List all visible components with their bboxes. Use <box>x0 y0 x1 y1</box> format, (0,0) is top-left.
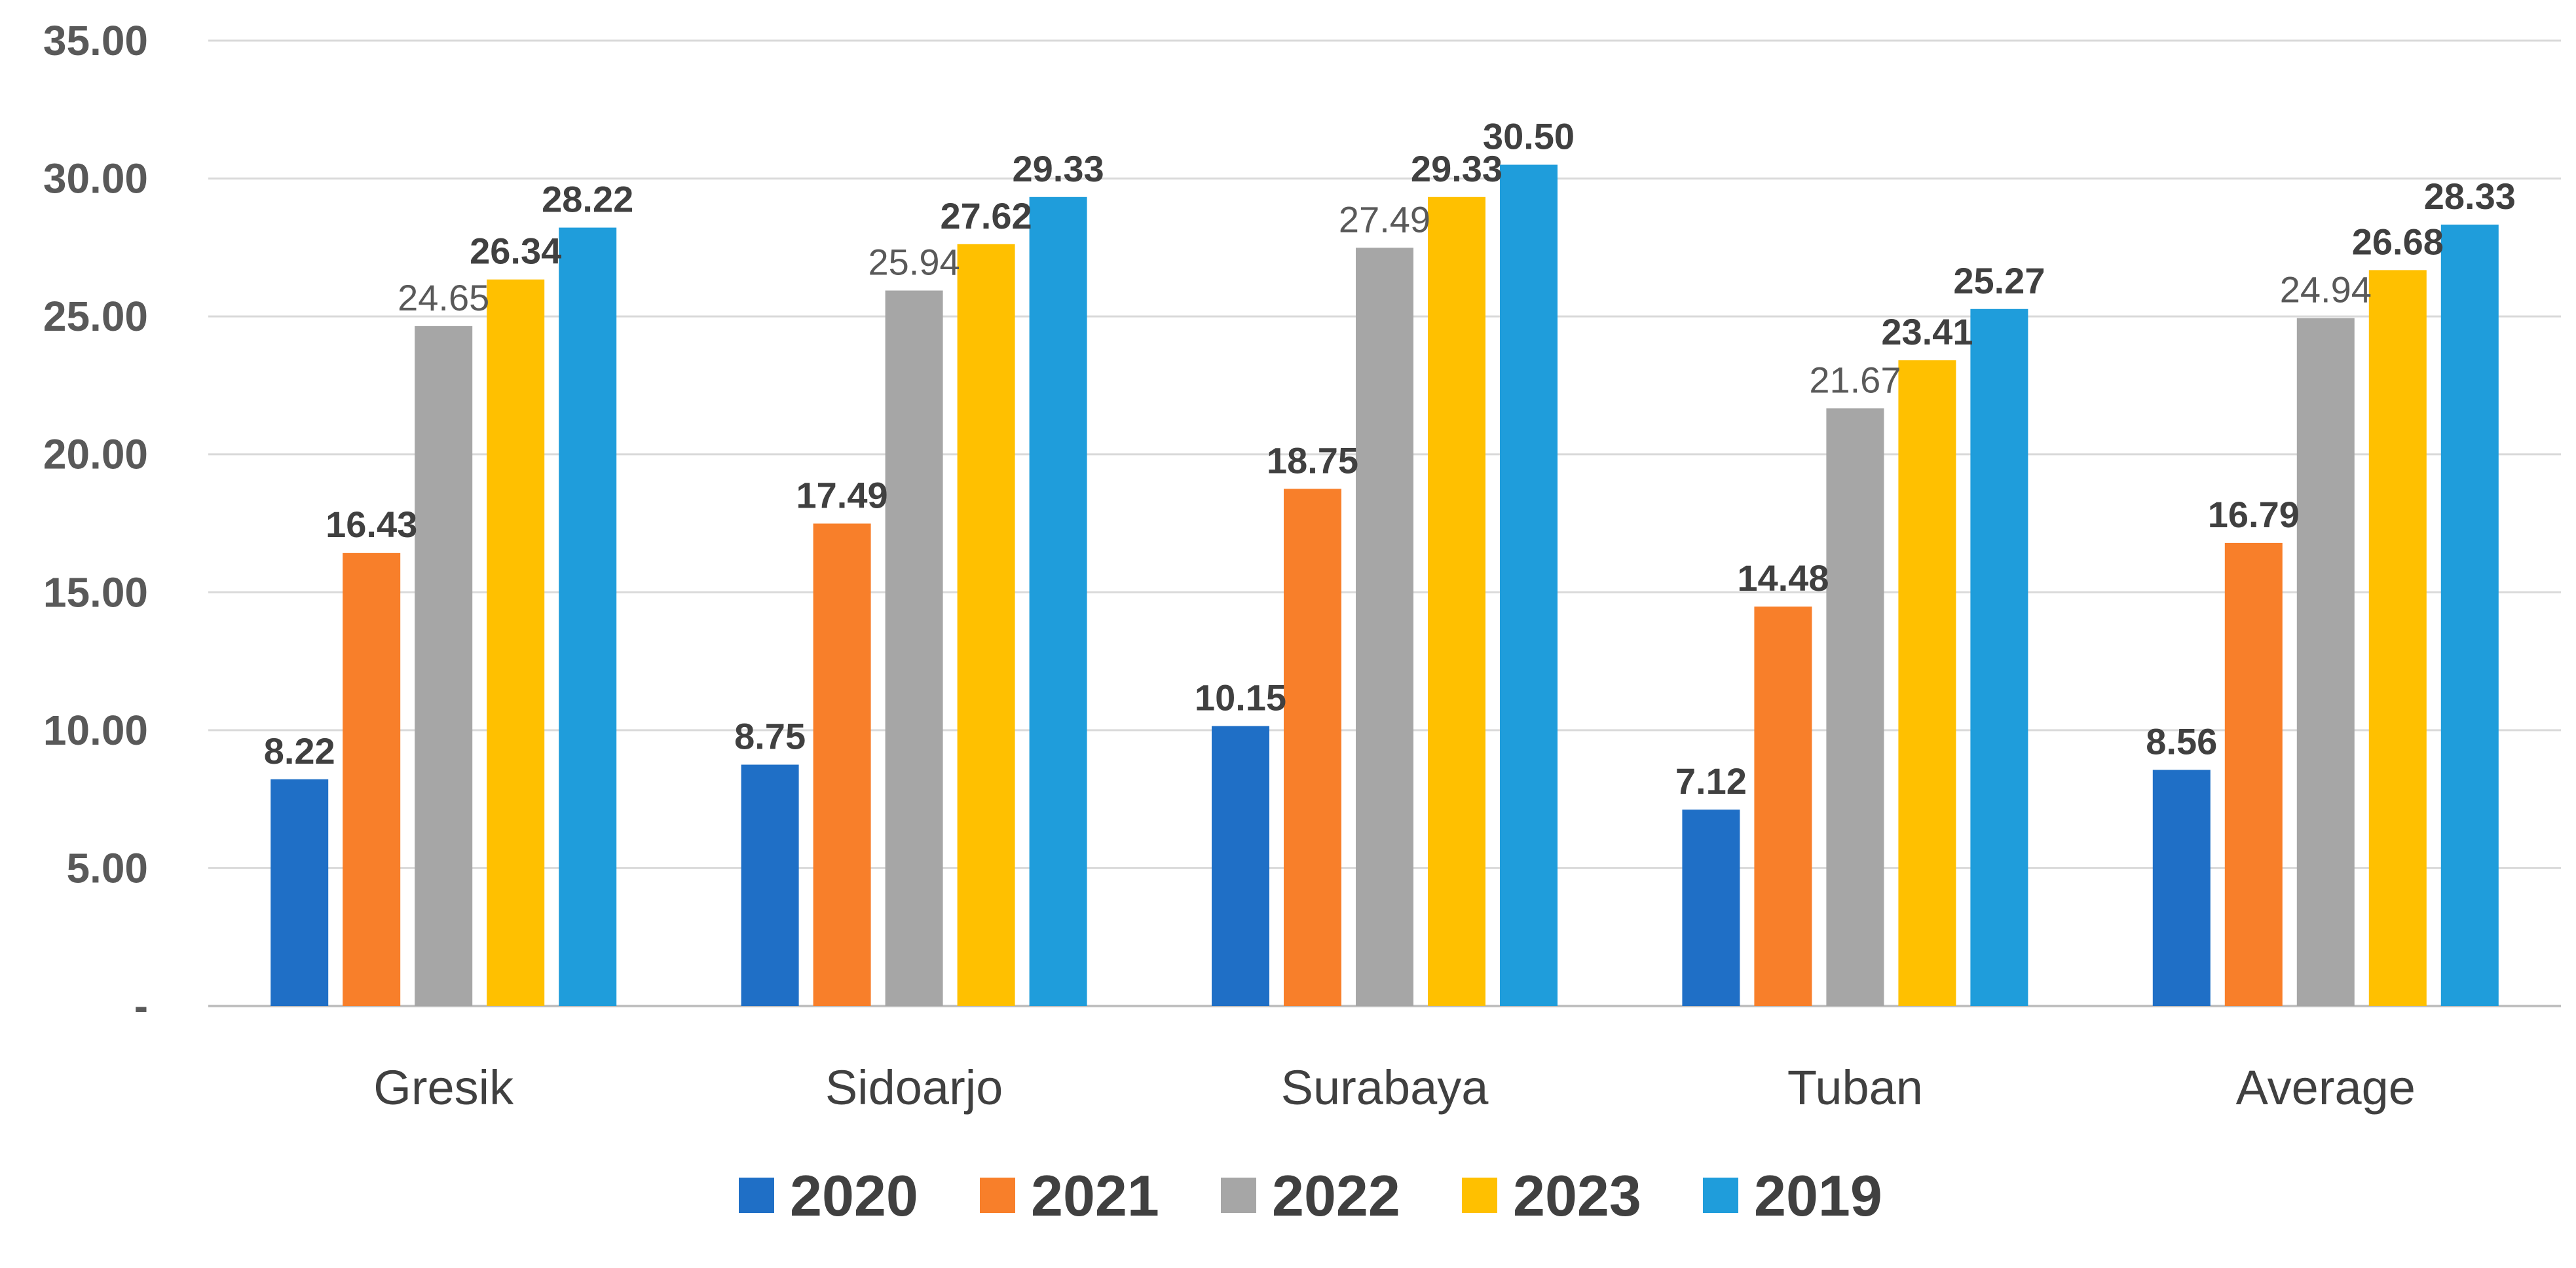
y-tick-label: 30.00 <box>43 155 148 202</box>
bar-2022-gresik <box>415 326 473 1007</box>
y-axis: - 5.00 10.00 15.00 20.00 25.00 30.00 35.00 <box>43 17 148 1030</box>
bar-2021-gresik <box>343 553 401 1006</box>
data-label: 8.56 <box>2146 721 2217 762</box>
y-tick-label: - <box>134 982 148 1030</box>
bar-2022-tuban <box>1826 408 1884 1006</box>
x-tick-label: Average <box>2236 1060 2416 1115</box>
y-tick-label: 5.00 <box>66 844 148 891</box>
data-label: 8.75 <box>734 716 806 757</box>
legend-label: 2021 <box>1031 1163 1159 1228</box>
data-label: 28.22 <box>542 179 633 220</box>
data-label: 27.49 <box>1339 198 1430 240</box>
data-label: 16.79 <box>2208 494 2300 535</box>
y-tick-label: 35.00 <box>43 17 148 64</box>
bar-2023-gresik <box>487 279 545 1006</box>
data-label: 21.67 <box>1809 359 1901 400</box>
data-label: 28.33 <box>2424 176 2516 217</box>
data-label: 7.12 <box>1675 760 1747 802</box>
data-label: 18.75 <box>1267 439 1358 481</box>
y-tick-label: 15.00 <box>43 569 148 616</box>
bar-2019-gresik <box>559 227 617 1006</box>
legend-swatch-2021 <box>980 1178 1015 1213</box>
data-labels: 8.22 16.43 24.65 26.34 28.22 8.75 17.49 25.94 27… <box>264 116 2516 802</box>
legend-swatch-2022 <box>1221 1178 1256 1213</box>
legend-label: 2023 <box>1513 1163 1641 1228</box>
bar-2021-tuban <box>1754 606 1812 1006</box>
bar-2019-sidoarjo <box>1029 196 1087 1007</box>
data-label: 27.62 <box>941 195 1032 236</box>
bar-2022-surabaya <box>1356 248 1413 1006</box>
bar-2023-tuban <box>1898 360 1956 1006</box>
x-tick-label: Gresik <box>373 1060 514 1115</box>
data-label: 17.49 <box>796 474 888 515</box>
bar-2019-tuban <box>1970 308 2028 1007</box>
legend-label: 2019 <box>1754 1163 1882 1228</box>
legend: 2020 2021 2022 2023 2019 <box>739 1163 1882 1228</box>
data-label: 14.48 <box>1737 557 1829 599</box>
bar-2021-sidoarjo <box>813 523 871 1006</box>
data-label: 10.15 <box>1195 677 1286 718</box>
data-label: 30.50 <box>1483 116 1575 157</box>
y-tick-label: 20.00 <box>43 431 148 478</box>
data-label: 29.33 <box>1013 148 1104 189</box>
data-label: 26.68 <box>2352 221 2444 262</box>
legend-label: 2022 <box>1272 1163 1400 1228</box>
x-tick-label: Surabaya <box>1281 1060 1489 1115</box>
data-label: 29.33 <box>1411 148 1503 189</box>
bar-2019-surabaya <box>1500 164 1558 1006</box>
bar-2022-sidoarjo <box>885 290 943 1006</box>
bars <box>271 164 2499 1007</box>
legend-label: 2020 <box>790 1163 918 1228</box>
bar-2020-average <box>2152 770 2211 1006</box>
data-label: 16.43 <box>326 504 417 545</box>
bar-2023-sidoarjo <box>957 244 1015 1006</box>
bar-2020-sidoarjo <box>741 764 799 1006</box>
bar-2021-surabaya <box>1284 489 1341 1006</box>
bar-2023-surabaya <box>1428 196 1485 1007</box>
data-label: 8.22 <box>264 730 335 772</box>
bar-2020-surabaya <box>1212 726 1269 1006</box>
legend-swatch-2020 <box>739 1178 774 1213</box>
bar-2020-gresik <box>271 779 329 1006</box>
bar-2020-tuban <box>1682 810 1740 1006</box>
data-label: 24.94 <box>2280 269 2372 310</box>
bar-2021-average <box>2224 542 2283 1006</box>
legend-swatch-2019 <box>1703 1178 1738 1213</box>
data-label: 26.34 <box>470 231 561 272</box>
y-tick-label: 10.00 <box>43 707 148 754</box>
data-label: 25.94 <box>868 242 960 283</box>
legend-swatch-2023 <box>1462 1178 1497 1213</box>
x-axis: Gresik Sidoarjo Surabaya Tuban Average <box>373 1060 2416 1115</box>
data-label: 23.41 <box>1881 311 1973 352</box>
data-label: 24.65 <box>398 277 489 318</box>
bar-2023-average <box>2368 270 2427 1006</box>
data-label: 25.27 <box>1953 260 2045 301</box>
y-tick-label: 25.00 <box>43 293 148 340</box>
bar-2019-average <box>2440 224 2499 1006</box>
x-tick-label: Sidoarjo <box>825 1060 1003 1115</box>
x-tick-label: Tuban <box>1787 1060 1923 1115</box>
bar-2022-average <box>2296 318 2355 1007</box>
